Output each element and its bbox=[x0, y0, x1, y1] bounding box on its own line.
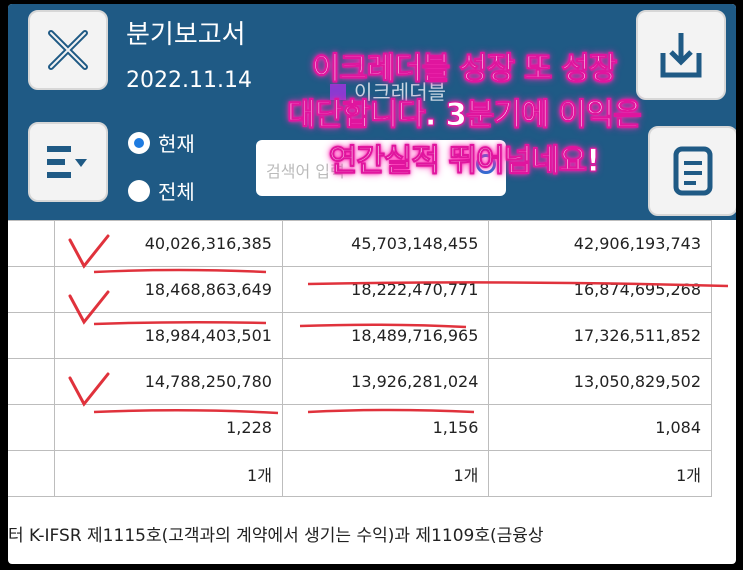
download-icon bbox=[660, 33, 702, 78]
footer-note: 터 K-IFSR 제1115호(고객과의 계약에서 생기는 수익)과 제1109… bbox=[8, 526, 544, 546]
table-row: 40,026,316,385 45,703,148,455 42,906,193… bbox=[8, 220, 712, 267]
document-icon bbox=[673, 146, 713, 196]
menu-button[interactable] bbox=[28, 122, 108, 202]
table-row: 18,984,403,501 18,489,716,965 17,326,511… bbox=[8, 312, 712, 359]
table-cell: 16,874,695,268 bbox=[488, 266, 712, 313]
report-date: 2022.11.14 bbox=[126, 68, 252, 93]
document-list-button[interactable] bbox=[648, 126, 736, 216]
table-cell: 1,084 bbox=[488, 404, 712, 451]
report-header: 분기보고서 2022.11.14 이크레더블 현재 전체 검색어 입력 bbox=[8, 4, 736, 220]
radio-selected-icon bbox=[128, 131, 150, 154]
table-cell: 1,156 bbox=[281, 404, 490, 451]
table-cell bbox=[8, 404, 56, 451]
financial-table: 40,026,316,385 45,703,148,455 42,906,193… bbox=[8, 220, 712, 497]
table-cell bbox=[8, 312, 56, 359]
overlay-line-1: 이크레더블 성장 또 성장 bbox=[311, 51, 618, 88]
table-cell: 17,326,511,852 bbox=[488, 312, 712, 359]
table-cell: 40,026,316,385 bbox=[54, 220, 283, 267]
radio-all[interactable]: 전체 bbox=[128, 176, 195, 205]
table-cell bbox=[8, 450, 56, 497]
table-cell bbox=[8, 266, 56, 313]
table-cell: 13,050,829,502 bbox=[488, 358, 712, 405]
search-placeholder: 검색어 입력 bbox=[266, 162, 345, 181]
table-row: 1개 1개 1개 bbox=[8, 450, 712, 497]
radio-all-label: 전체 bbox=[158, 180, 195, 204]
overlay-caption: 이크레더블 성장 또 성장 대단합니다. 3분기에 이익은 연간실적 뛰어넘네요… bbox=[244, 46, 684, 184]
overlay-line-3: 연간실적 뛰어넘네요! bbox=[328, 143, 601, 180]
download-button[interactable] bbox=[636, 10, 726, 100]
close-icon bbox=[48, 30, 88, 70]
table-cell: 1개 bbox=[488, 450, 712, 497]
close-button[interactable] bbox=[28, 10, 108, 90]
table-row: 1,228 1,156 1,084 bbox=[8, 404, 712, 451]
table-row: 14,788,250,780 13,926,281,024 13,050,829… bbox=[8, 358, 712, 405]
table-cell: 18,984,403,501 bbox=[54, 312, 283, 359]
table-row: 18,468,863,649 18,222,470,771 16,874,695… bbox=[8, 266, 712, 313]
radio-current[interactable]: 현재 bbox=[128, 128, 195, 157]
table-cell: 1개 bbox=[281, 450, 490, 497]
table-cell: 13,926,281,024 bbox=[281, 358, 490, 405]
search-input[interactable]: 검색어 입력 bbox=[256, 140, 506, 196]
list-menu-icon bbox=[47, 146, 87, 178]
table-cell: 18,489,716,965 bbox=[281, 312, 490, 359]
page-title: 분기보고서 bbox=[126, 20, 246, 50]
overlay-line-2: 대단합니다. 3분기에 이익은 bbox=[287, 97, 643, 134]
search-icon bbox=[476, 154, 496, 174]
table-cell: 14,788,250,780 bbox=[54, 358, 283, 405]
table-cell: 1,228 bbox=[54, 404, 283, 451]
radio-unselected-icon bbox=[128, 179, 150, 202]
table-cell bbox=[8, 220, 56, 267]
table-cell bbox=[8, 358, 56, 405]
table-cell: 18,468,863,649 bbox=[54, 266, 283, 313]
purple-marker-icon bbox=[330, 84, 346, 100]
table-cell: 1개 bbox=[54, 450, 283, 497]
app-frame: 분기보고서 2022.11.14 이크레더블 현재 전체 검색어 입력 bbox=[8, 4, 736, 564]
company-name-partial: 이크레더블 bbox=[354, 80, 446, 104]
table-cell: 18,222,470,771 bbox=[281, 266, 490, 313]
table-cell: 42,906,193,743 bbox=[488, 220, 712, 267]
radio-current-label: 현재 bbox=[158, 132, 195, 156]
table-cell: 45,703,148,455 bbox=[281, 220, 490, 267]
